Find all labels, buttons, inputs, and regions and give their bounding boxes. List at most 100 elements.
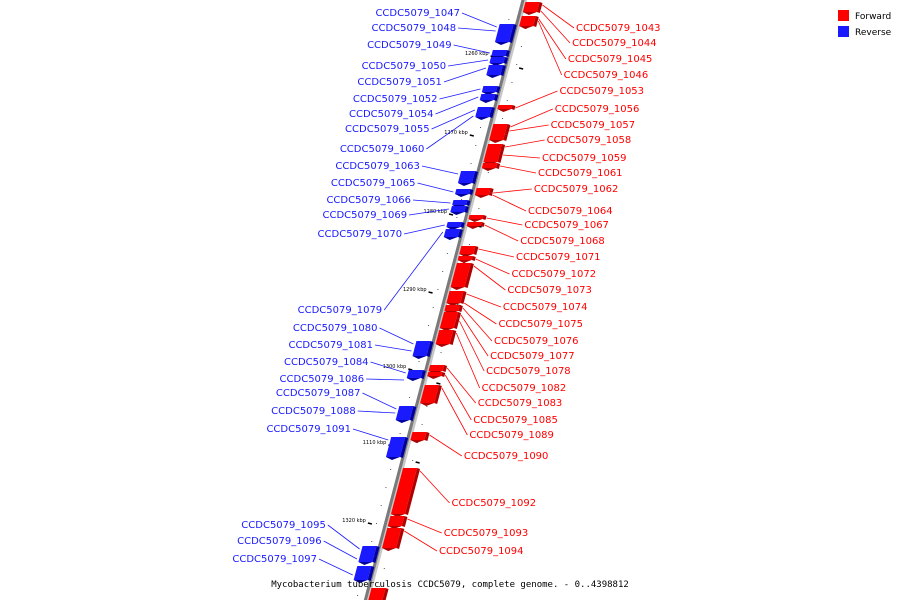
forward-gene-label: CCDC5079_1076 [494, 336, 579, 347]
backbone-dot [508, 19, 510, 20]
gene-shade [372, 556, 377, 563]
reverse-gene-block [457, 171, 476, 183]
backbone-dot [480, 127, 482, 128]
reverse-gene-label: CCDC5079_1087 [276, 388, 361, 399]
reverse-gene-label: CCDC5079_1097 [232, 554, 317, 565]
reverse-gene-label: CCDC5079_1070 [318, 229, 403, 240]
gene-arrow-tip [457, 260, 472, 263]
gene-shade [503, 134, 508, 141]
gene-shade [434, 385, 442, 404]
reverse-gene-label: CCDC5079_1048 [372, 23, 457, 34]
reverse-gene-label: CCDC5079_1055 [345, 124, 430, 135]
gene-shade [426, 348, 432, 357]
backbone-dot [375, 523, 377, 524]
backbone-dot [475, 145, 477, 146]
gene-shade [505, 50, 510, 57]
gene-shade [420, 370, 426, 379]
gene-shade [373, 546, 380, 557]
backbone-dot [409, 397, 411, 398]
backbone-dot [421, 424, 423, 425]
gene-arrow-tip [468, 219, 483, 222]
legend-forward-label: Forward [855, 12, 891, 22]
label-leader-line [500, 165, 537, 174]
forward-gene-block [387, 516, 405, 526]
gene-shade [533, 16, 539, 27]
forward-gene-label: CCDC5079_1094 [439, 546, 524, 557]
gene-arrow-tip [412, 356, 427, 359]
gene-arrow-tip [450, 287, 465, 290]
gene-shade [493, 94, 499, 101]
forward-gene-label: CCDC5079_1043 [576, 23, 661, 34]
backbone-dot [468, 244, 470, 245]
reverse-gene-block [412, 348, 429, 356]
forward-gene-label: CCDC5079_1056 [555, 104, 640, 115]
forward-gene-label: CCDC5079_1045 [568, 54, 653, 65]
gene-arrow-tip [406, 378, 421, 381]
forward-gene-label: CCDC5079_1074 [503, 302, 588, 313]
gene-shade [404, 468, 421, 515]
gene-shade [369, 566, 375, 573]
label-leader-line [486, 217, 523, 226]
label-leader-line [352, 428, 389, 441]
gene-arrow-tip [494, 42, 509, 45]
forward-gene-block [475, 188, 491, 192]
reverse-gene-label: CCDC5079_1086 [280, 374, 365, 385]
gene-features [353, 2, 543, 600]
gene-shade [508, 24, 517, 43]
backbone-line [363, 0, 525, 600]
forward-gene-label: CCDC5079_1068 [520, 236, 605, 247]
tick-mark [408, 368, 413, 371]
backbone-dot [461, 199, 463, 200]
backbone-dot [516, 64, 518, 65]
gene-shade [453, 318, 460, 329]
label-leader-line [510, 108, 553, 128]
label-leader-line [409, 208, 449, 216]
label-leader-line [435, 96, 479, 115]
reverse-gene-label: CCDC5079_1096 [237, 536, 322, 547]
reverse-gene-block [414, 341, 431, 349]
forward-gene-label: CCDC5079_1053 [559, 86, 644, 97]
reverse-gene-label: CCDC5079_1063 [335, 161, 420, 172]
forward-gene-label: CCDC5079_1059 [542, 153, 627, 164]
label-leader-line [478, 248, 515, 258]
label-leader-line [473, 265, 506, 291]
backbone-dot [470, 163, 472, 164]
tick-mark [469, 134, 474, 137]
label-leader-line [327, 524, 360, 550]
reverse-gene-block [452, 200, 468, 205]
label-leader-line [540, 10, 571, 44]
reverse-gene-label: CCDC5079_1052 [353, 94, 438, 105]
tick-mark [415, 461, 420, 464]
backbone-dot [390, 469, 392, 470]
reverse-gene-label: CCDC5079_1069 [323, 210, 408, 221]
backbone-dot [399, 433, 401, 434]
gene-shade [401, 516, 408, 527]
label-leader-line [366, 378, 404, 381]
gene-arrow-tip [479, 100, 494, 103]
forward-gene-label: CCDC5079_1083 [478, 398, 563, 409]
gene-shade [503, 57, 509, 64]
gene-arrow-tip [446, 227, 461, 230]
backbone-dot [426, 406, 428, 407]
gene-shade [495, 86, 501, 93]
backbone-dot [357, 595, 359, 596]
reverse-gene-label: CCDC5079_1066 [326, 195, 411, 206]
label-leader-line [439, 88, 481, 100]
label-leader-line [462, 307, 493, 342]
tick-label: 1270 kbp [444, 130, 468, 136]
label-leader-line [461, 12, 497, 28]
label-leader-line [362, 392, 397, 410]
label-leader-line [383, 231, 444, 311]
gene-arrow-tip [358, 562, 373, 565]
gene-shade [464, 206, 469, 213]
reverse-gene-label: CCDC5079_1088 [271, 406, 356, 417]
gene-arrow-tip [489, 63, 504, 66]
gene-arrow-tip [387, 526, 402, 529]
gene-arrow-tip [475, 117, 490, 120]
forward-gene-block [410, 432, 427, 440]
gene-arrow-tip [474, 195, 489, 198]
reverse-gene-label: CCDC5079_1054 [349, 109, 434, 120]
forward-gene-block [446, 291, 464, 303]
gene-shade [457, 229, 463, 238]
